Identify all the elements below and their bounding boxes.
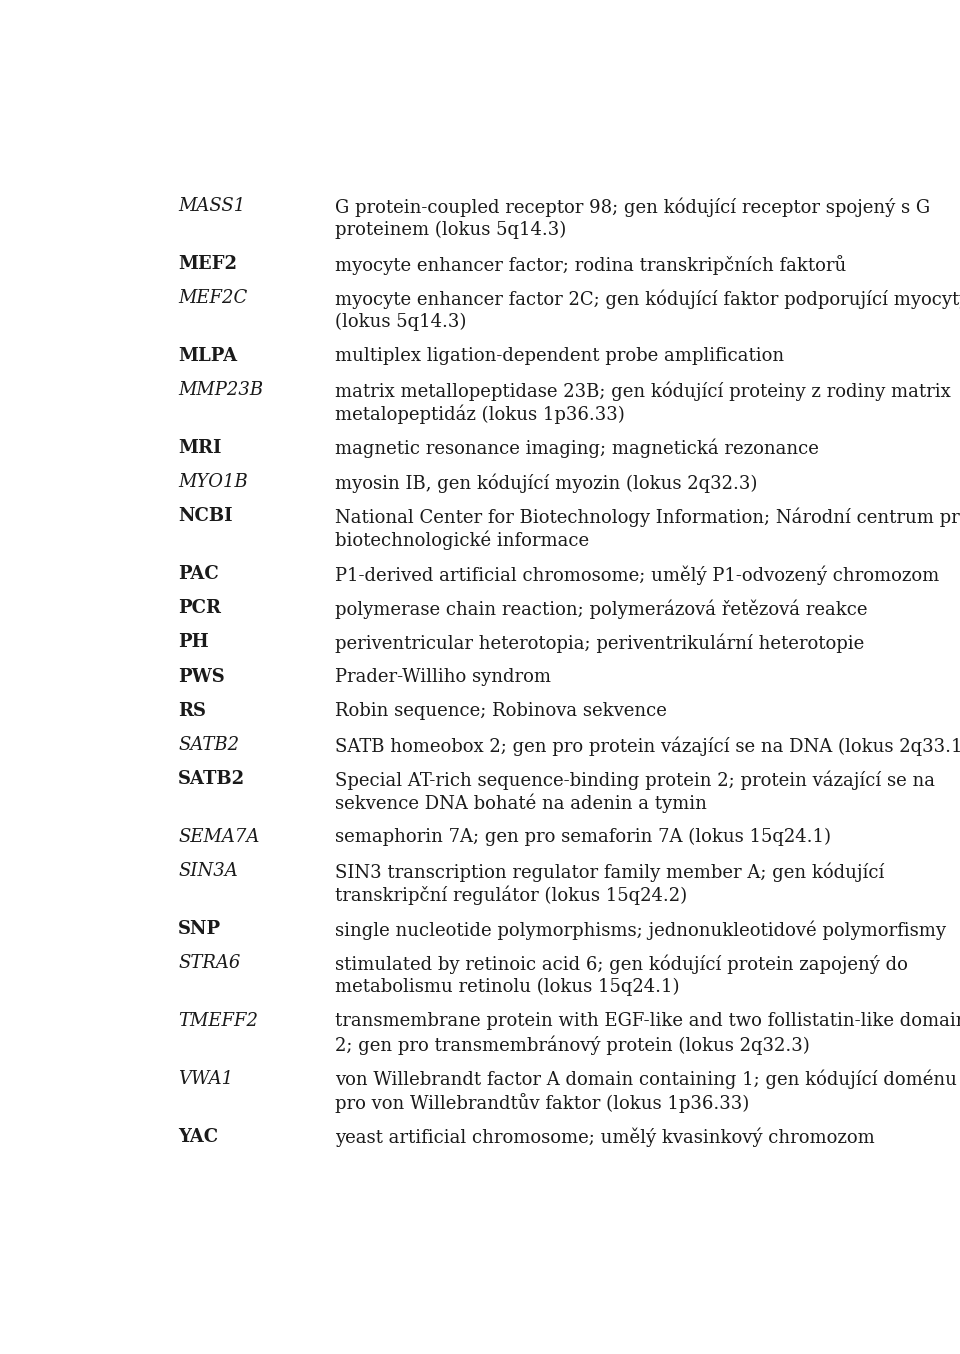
Text: MYO1B: MYO1B (179, 473, 248, 492)
Text: Robin sequence; Robinova sekvence: Robin sequence; Robinova sekvence (335, 701, 667, 720)
Text: G protein-coupled receptor 98; gen kódující receptor spojený s G: G protein-coupled receptor 98; gen kóduj… (335, 198, 930, 217)
Text: National Center for Biotechnology Information; Národní centrum pro: National Center for Biotechnology Inform… (335, 508, 960, 527)
Text: SATB homeobox 2; gen pro protein vázající se na DNA (lokus 2q33.1): SATB homeobox 2; gen pro protein vázajíc… (335, 737, 960, 756)
Text: transkripční regulátor (lokus 15q24.2): transkripční regulátor (lokus 15q24.2) (335, 886, 687, 906)
Text: PCR: PCR (179, 600, 221, 617)
Text: Prader-Williho syndrom: Prader-Williho syndrom (335, 668, 551, 685)
Text: semaphorin 7A; gen pro semaforin 7A (lokus 15q24.1): semaphorin 7A; gen pro semaforin 7A (lok… (335, 829, 831, 846)
Text: PH: PH (179, 634, 208, 651)
Text: SIN3 transcription regulator family member A; gen kódující: SIN3 transcription regulator family memb… (335, 862, 885, 881)
Text: STRA6: STRA6 (179, 955, 241, 972)
Text: myocyte enhancer factor; rodina transkripčních faktorů: myocyte enhancer factor; rodina transkri… (335, 255, 847, 275)
Text: (lokus 5q14.3): (lokus 5q14.3) (335, 313, 467, 330)
Text: myosin IB, gen kódující myozin (lokus 2q32.3): myosin IB, gen kódující myozin (lokus 2q… (335, 473, 757, 493)
Text: single nucleotide polymorphisms; jednonukleotidové polymorfismy: single nucleotide polymorphisms; jednonu… (335, 921, 947, 940)
Text: matrix metallopeptidase 23B; gen kódující proteiny z rodiny matrix: matrix metallopeptidase 23B; gen kódujíc… (335, 380, 951, 401)
Text: NCBI: NCBI (179, 508, 232, 525)
Text: SIN3A: SIN3A (179, 862, 238, 880)
Text: PWS: PWS (179, 668, 225, 685)
Text: sekvence DNA bohaté na adenin a tymin: sekvence DNA bohaté na adenin a tymin (335, 793, 708, 814)
Text: YAC: YAC (179, 1128, 218, 1145)
Text: multiplex ligation-dependent probe amplification: multiplex ligation-dependent probe ampli… (335, 347, 784, 364)
Text: 2; gen pro transmembránový protein (lokus 2q32.3): 2; gen pro transmembránový protein (loku… (335, 1036, 810, 1055)
Text: von Willebrandt factor A domain containing 1; gen kódující doménu: von Willebrandt factor A domain containi… (335, 1070, 957, 1090)
Text: PAC: PAC (179, 565, 219, 584)
Text: SNP: SNP (179, 921, 221, 938)
Text: MLPA: MLPA (179, 347, 237, 364)
Text: polymerase chain reaction; polymerázová řetězová reakce: polymerase chain reaction; polymerázová … (335, 600, 868, 619)
Text: pro von Willebrandtův faktor (lokus 1p36.33): pro von Willebrandtův faktor (lokus 1p36… (335, 1093, 750, 1113)
Text: periventricular heterotopia; periventrikulární heterotopie: periventricular heterotopia; periventrik… (335, 634, 865, 653)
Text: Special AT-rich sequence-binding protein 2; protein vázající se na: Special AT-rich sequence-binding protein… (335, 770, 935, 789)
Text: transmembrane protein with EGF-like and two follistatin-like domains: transmembrane protein with EGF-like and … (335, 1011, 960, 1030)
Text: RS: RS (179, 701, 206, 720)
Text: magnetic resonance imaging; magnetická rezonance: magnetic resonance imaging; magnetická r… (335, 439, 819, 458)
Text: yeast artificial chromosome; umělý kvasinkový chromozom: yeast artificial chromosome; umělý kvasi… (335, 1128, 876, 1147)
Text: MMP23B: MMP23B (179, 380, 263, 399)
Text: VWA1: VWA1 (179, 1070, 233, 1087)
Text: myocyte enhancer factor 2C; gen kódující faktor podporující myocyty: myocyte enhancer factor 2C; gen kódující… (335, 290, 960, 309)
Text: SEMA7A: SEMA7A (179, 829, 259, 846)
Text: proteinem (lokus 5q14.3): proteinem (lokus 5q14.3) (335, 221, 566, 238)
Text: MEF2: MEF2 (179, 255, 237, 274)
Text: MASS1: MASS1 (179, 198, 246, 215)
Text: MRI: MRI (179, 439, 222, 456)
Text: stimulated by retinoic acid 6; gen kódující protein zapojený do: stimulated by retinoic acid 6; gen kóduj… (335, 955, 908, 974)
Text: biotechnologické informace: biotechnologické informace (335, 531, 589, 550)
Text: P1-derived artificial chromosome; umělý P1-odvozený chromozom: P1-derived artificial chromosome; umělý … (335, 565, 940, 585)
Text: SATB2: SATB2 (179, 737, 239, 754)
Text: SATB2: SATB2 (179, 770, 245, 788)
Text: metabolismu retinolu (lokus 15q24.1): metabolismu retinolu (lokus 15q24.1) (335, 978, 680, 997)
Text: metalopeptidáz (lokus 1p36.33): metalopeptidáz (lokus 1p36.33) (335, 405, 625, 424)
Text: MEF2C: MEF2C (179, 290, 248, 307)
Text: TMEFF2: TMEFF2 (179, 1011, 258, 1030)
